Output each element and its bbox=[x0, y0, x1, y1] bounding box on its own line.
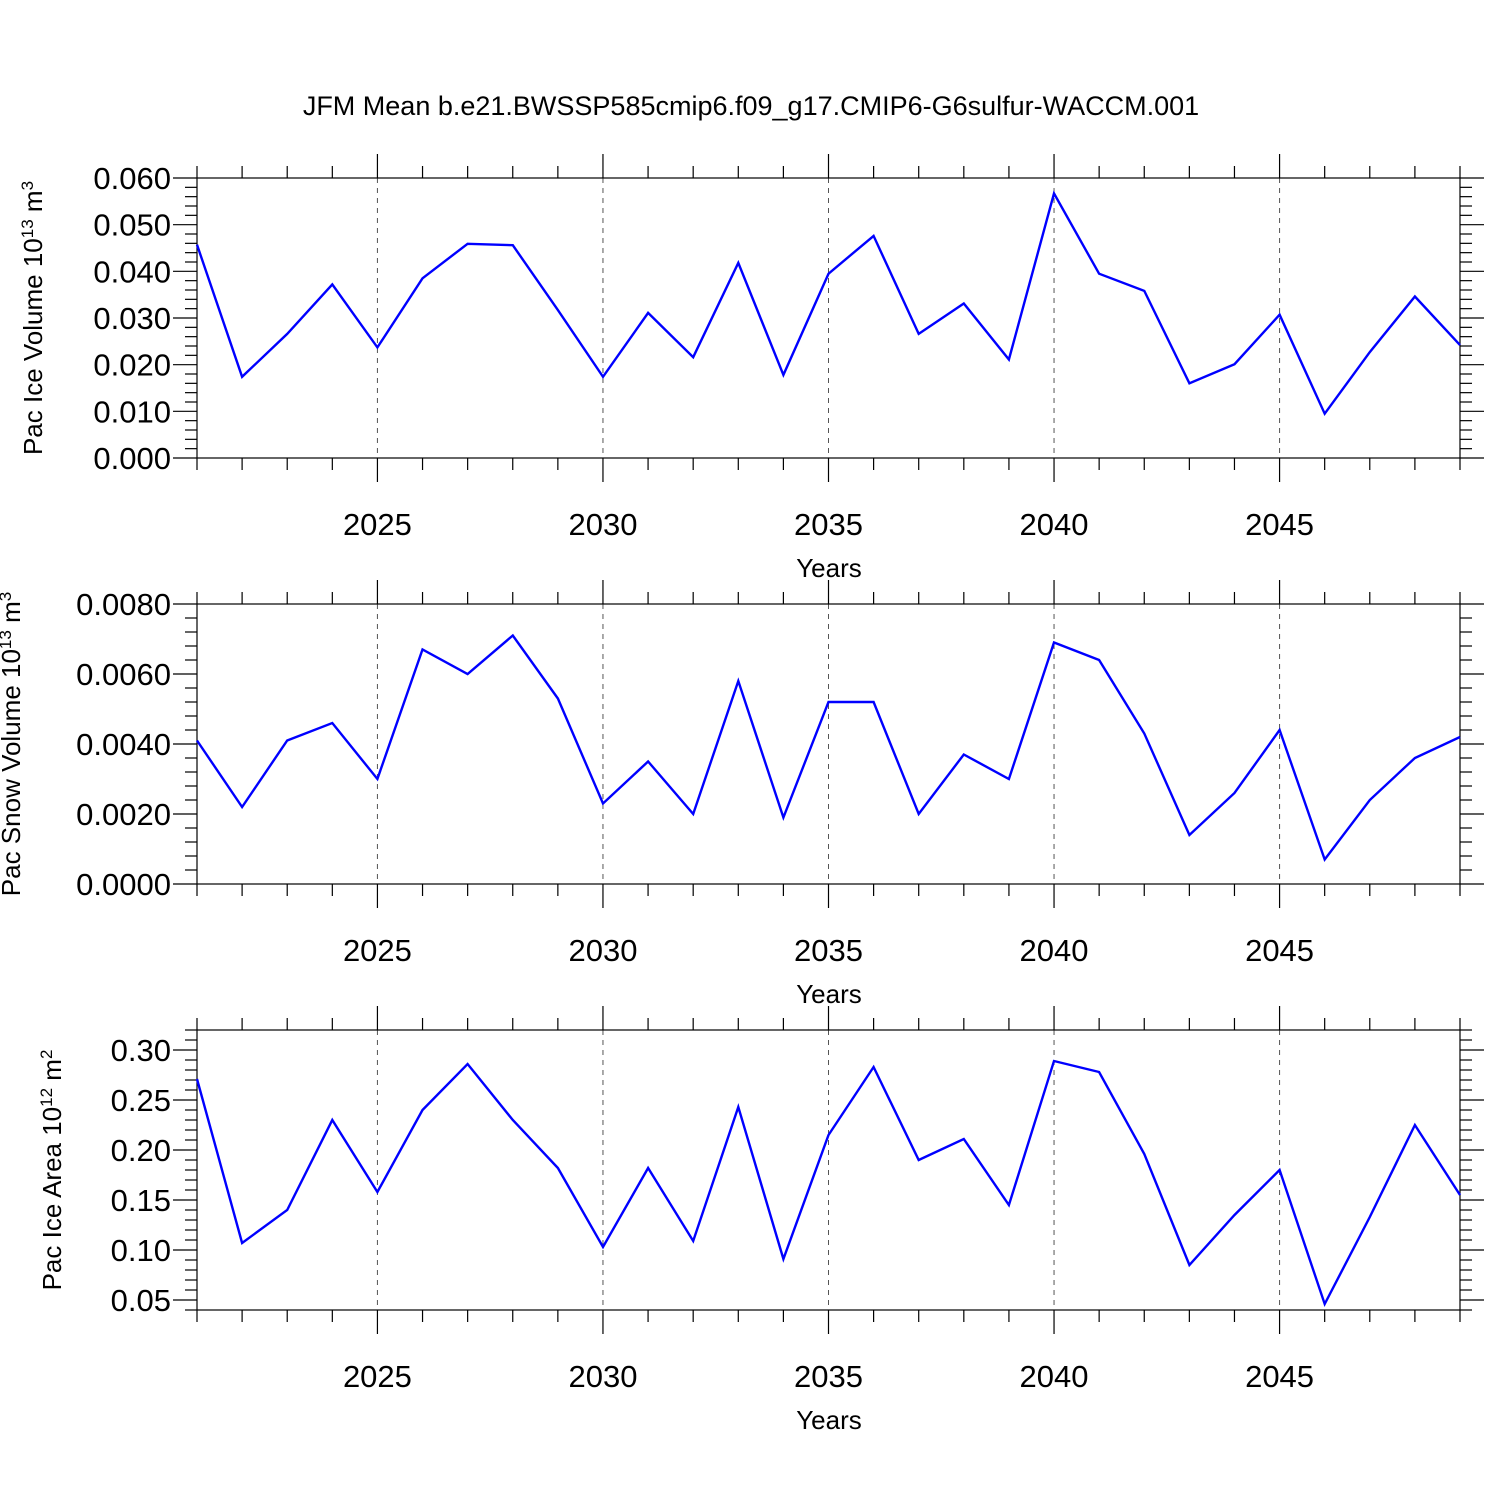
panel-1: 0.000 0.010 0.020 0.030 0.040 0.050 0.060 2025 2… bbox=[18, 154, 1484, 583]
y-tick-label: 0.000 bbox=[93, 441, 171, 476]
y-axis-label-exponent: 13 bbox=[18, 219, 37, 238]
y-axis-label-text: m bbox=[0, 601, 26, 630]
y-axis-label: Pac Snow Volume 1013 m3 bbox=[0, 592, 26, 896]
x-tick-label: 2045 bbox=[1245, 507, 1314, 542]
series-line bbox=[195, 1059, 1462, 1308]
series-line bbox=[195, 190, 1461, 417]
y-axis-label-exponent: 12 bbox=[37, 1088, 56, 1107]
y-tick-label: 0.0040 bbox=[76, 727, 171, 762]
y-tick-label: 0.10 bbox=[111, 1233, 171, 1268]
y-tick-label: 0.010 bbox=[93, 394, 171, 429]
y-axis-label-text: m bbox=[37, 1059, 67, 1088]
x-tick-label: 2040 bbox=[1020, 933, 1089, 968]
x-tick-label: 2030 bbox=[568, 933, 637, 968]
y-tick-label: 0.0060 bbox=[76, 657, 171, 692]
x-tick-label: 2045 bbox=[1245, 1359, 1314, 1394]
y-tick-label: 0.0000 bbox=[76, 867, 171, 902]
y-tick-label: 0.060 bbox=[93, 161, 171, 196]
series-line bbox=[196, 633, 1461, 863]
x-axis-label: Years bbox=[796, 979, 862, 1009]
y-tick-label: 0.0080 bbox=[76, 587, 171, 622]
panel-3: 0.05 0.10 0.15 0.20 0.25 0.30 2025 2030 2035 2040… bbox=[37, 1006, 1484, 1435]
y-axis-label-text: Pac Ice Volume 10 bbox=[18, 238, 48, 455]
y-tick-label: 0.0020 bbox=[76, 797, 171, 832]
y-axis-label-exponent: 3 bbox=[18, 181, 37, 190]
x-tick-label: 2040 bbox=[1020, 1359, 1089, 1394]
x-tick-label: 2030 bbox=[568, 1359, 637, 1394]
y-tick-label: 0.050 bbox=[93, 208, 171, 243]
y-axis-label: Pac Ice Volume 1013 m3 bbox=[18, 181, 49, 455]
x-tick-label: 2035 bbox=[794, 1359, 863, 1394]
y-tick-label: 0.030 bbox=[93, 301, 171, 336]
y-axis-label: Pac Ice Area 1012 m2 bbox=[37, 1050, 68, 1291]
y-axis-label-text: m bbox=[18, 190, 48, 219]
y-tick-label: 0.30 bbox=[111, 1033, 171, 1068]
x-tick-label: 2035 bbox=[794, 507, 863, 542]
y-tick-label: 0.20 bbox=[111, 1133, 171, 1168]
y-axis-label-exponent: 3 bbox=[0, 592, 15, 601]
y-axis-label-exponent: 13 bbox=[0, 630, 15, 649]
x-axis-label: Years bbox=[796, 1405, 862, 1435]
x-tick-label: 2040 bbox=[1020, 507, 1089, 542]
x-tick-label: 2025 bbox=[343, 933, 412, 968]
y-tick-label: 0.15 bbox=[111, 1183, 171, 1218]
chart-title: JFM Mean b.e21.BWSSP585cmip6.f09_g17.CMI… bbox=[303, 91, 1199, 121]
x-tick-label: 2025 bbox=[343, 507, 412, 542]
x-tick-label: 2035 bbox=[794, 933, 863, 968]
y-axis-label-exponent: 2 bbox=[37, 1050, 56, 1059]
y-tick-label: 0.25 bbox=[111, 1083, 171, 1118]
x-tick-label: 2045 bbox=[1245, 933, 1314, 968]
y-tick-label: 0.020 bbox=[93, 348, 171, 383]
x-tick-label: 2025 bbox=[343, 1359, 412, 1394]
x-axis-label: Years bbox=[796, 553, 862, 583]
y-tick-label: 0.040 bbox=[93, 254, 171, 289]
y-axis-label-text: Pac Snow Volume 10 bbox=[0, 649, 26, 896]
panel-2: 0.0000 0.0020 0.0040 0.0060 0.0080 2025 2030 20… bbox=[0, 580, 1484, 1009]
y-tick-label: 0.05 bbox=[111, 1283, 171, 1318]
y-axis-label-text: Pac Ice Area 10 bbox=[37, 1107, 67, 1291]
x-tick-label: 2030 bbox=[568, 507, 637, 542]
